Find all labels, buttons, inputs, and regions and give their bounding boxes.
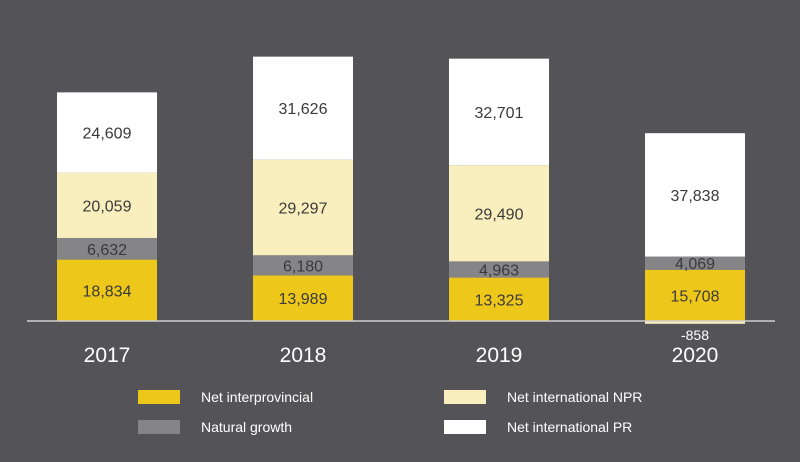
bar-2017-natural-growth [57, 237, 157, 260]
bars-layer [57, 56, 745, 324]
x-tick-label-2019: 2019 [476, 344, 523, 367]
bar-2020-natural-growth [645, 256, 745, 270]
legend-swatch-net-international-npr [444, 390, 486, 404]
legend-swatch-net-interprovincial [138, 390, 180, 404]
bar-2019-net-interprovincial [449, 277, 549, 321]
legend: Net interprovincial Net international NPR… [138, 389, 642, 435]
data-label-2019-natural-growth: 4,963 [479, 262, 519, 279]
bar-2018-net-international-pr [253, 56, 353, 160]
labels-layer: 18,834 6,632 20,059 24,609 2017 13,989 6,180 29… [83, 101, 720, 367]
data-label-2017-natural-growth: 6,632 [87, 242, 127, 259]
legend-label-net-interprovincial: Net interprovincial [201, 389, 313, 405]
bar-2018-net-interprovincial [253, 275, 353, 321]
data-label-2020-net-international-npr: -858 [681, 327, 709, 343]
bar-2020-net-interprovincial [645, 269, 745, 321]
legend-label-net-international-pr: Net international PR [507, 419, 632, 435]
data-label-2020-natural-growth: 4,069 [675, 256, 715, 273]
bar-2019-net-international-pr [449, 58, 549, 166]
data-label-2018-net-interprovincial: 13,989 [279, 291, 328, 308]
bar-2017-net-international-npr [57, 172, 157, 238]
legend-label-natural-growth: Natural growth [201, 419, 292, 435]
legend-swatch-net-international-pr [444, 420, 486, 434]
bar-2018-natural-growth [253, 255, 353, 276]
data-label-2020-net-interprovincial: 15,708 [671, 288, 720, 305]
data-label-2018-net-international-npr: 29,297 [279, 200, 328, 217]
x-tick-label-2020: 2020 [672, 344, 719, 367]
bar-2017-net-interprovincial [57, 259, 157, 321]
bar-2019-net-international-npr [449, 165, 549, 262]
legend-item-net-interprovincial: Net interprovincial [138, 389, 313, 405]
legend-item-natural-growth: Natural growth [138, 419, 292, 435]
legend-item-net-international-pr: Net international PR [444, 419, 632, 435]
bar-2020-net-international-npr [645, 321, 745, 324]
data-label-2020-net-international-pr: 37,838 [671, 188, 720, 205]
x-tick-label-2017: 2017 [84, 344, 131, 367]
data-label-2017-net-international-pr: 24,609 [83, 125, 132, 142]
data-label-2018-natural-growth: 6,180 [283, 258, 323, 275]
bar-2020-net-international-pr [645, 133, 745, 257]
data-label-2017-net-interprovincial: 18,834 [83, 283, 132, 300]
data-label-2019-net-international-pr: 32,701 [475, 105, 524, 122]
data-label-2017-net-international-npr: 20,059 [83, 198, 132, 215]
legend-item-net-international-npr: Net international NPR [444, 389, 642, 405]
bar-2019-natural-growth [449, 261, 549, 278]
data-label-2019-net-international-npr: 29,490 [475, 206, 524, 223]
bar-2018-net-international-npr [253, 159, 353, 256]
legend-swatch-natural-growth [138, 420, 180, 434]
x-tick-label-2018: 2018 [280, 344, 327, 367]
bar-2017-net-international-pr [57, 92, 157, 173]
legend-label-net-international-npr: Net international NPR [507, 389, 642, 405]
data-label-2018-net-international-pr: 31,626 [279, 101, 328, 118]
data-label-2019-net-interprovincial: 13,325 [475, 292, 524, 309]
